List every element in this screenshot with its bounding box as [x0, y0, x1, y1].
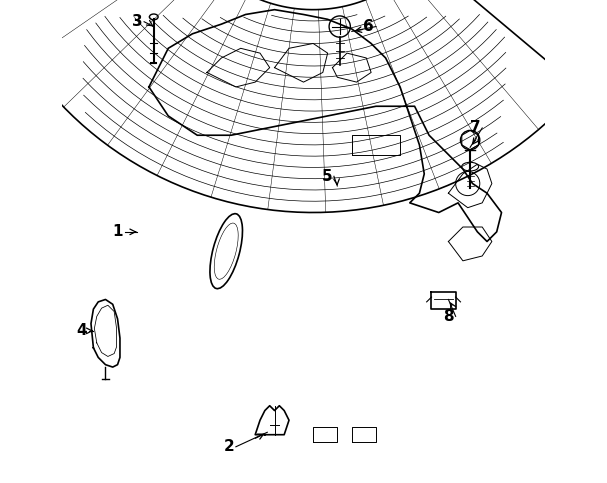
Text: 1: 1	[112, 224, 123, 240]
Text: 8: 8	[443, 309, 453, 324]
Text: 4: 4	[76, 323, 87, 339]
Text: 2: 2	[223, 439, 234, 455]
Text: 3: 3	[132, 14, 142, 29]
Text: 5: 5	[321, 169, 332, 184]
Text: 6: 6	[364, 19, 374, 34]
Text: 7: 7	[470, 120, 480, 136]
